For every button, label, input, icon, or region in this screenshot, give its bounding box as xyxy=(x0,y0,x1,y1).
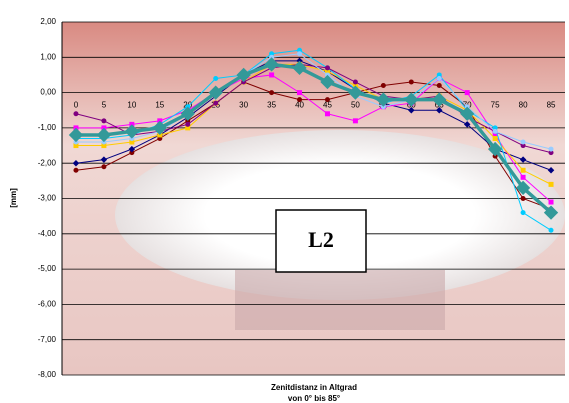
y-tick-label: -4,00 xyxy=(38,229,57,238)
x-tick-label: 50 xyxy=(351,101,360,110)
x-tick-label: 80 xyxy=(519,101,528,110)
data-point xyxy=(465,90,470,95)
data-point xyxy=(297,90,302,95)
data-point xyxy=(549,147,554,152)
data-point xyxy=(213,76,218,81)
data-point xyxy=(549,228,554,233)
data-point xyxy=(73,168,78,173)
x-tick-label: 15 xyxy=(155,101,164,110)
data-point xyxy=(73,111,78,116)
data-point xyxy=(521,168,526,173)
data-point xyxy=(521,210,526,215)
y-tick-label: -6,00 xyxy=(38,300,57,309)
data-point xyxy=(297,51,302,56)
data-point xyxy=(353,80,358,85)
annotation: L2 xyxy=(308,227,334,252)
y-tick-label: -5,00 xyxy=(38,264,57,273)
data-point xyxy=(325,97,330,102)
data-point xyxy=(549,200,554,205)
data-point xyxy=(101,118,106,123)
data-point xyxy=(269,72,274,77)
y-tick-label: -2,00 xyxy=(38,158,57,167)
x-tick-label: 5 xyxy=(102,101,107,110)
data-point xyxy=(353,118,358,123)
background-shadow xyxy=(235,270,445,330)
data-point xyxy=(297,97,302,102)
data-point xyxy=(549,182,554,187)
x-tick-label: 10 xyxy=(127,101,136,110)
y-axis-label: [mm] xyxy=(9,188,18,208)
data-point xyxy=(521,140,526,145)
x-tick-label: 75 xyxy=(491,101,500,110)
data-point xyxy=(521,196,526,201)
y-tick-label: -3,00 xyxy=(38,194,57,203)
x-axis-label: von 0° bis 85° xyxy=(288,394,340,403)
chart: 2,00 1,00 0,00 -1,00 -2,00 -3,00 -4,00 -5,00 -6,… xyxy=(0,0,569,403)
data-point xyxy=(409,80,414,85)
data-point xyxy=(493,136,498,141)
data-point xyxy=(185,122,190,127)
data-point xyxy=(521,175,526,180)
data-point xyxy=(213,101,218,106)
y-tick-label: -1,00 xyxy=(38,123,57,132)
data-point xyxy=(325,65,330,70)
x-tick-label: 35 xyxy=(267,101,276,110)
data-point xyxy=(437,76,442,81)
data-point xyxy=(101,164,106,169)
data-point xyxy=(325,111,330,116)
x-tick-label: 0 xyxy=(74,101,79,110)
x-axis-label: Zenitdistanz in Altgrad xyxy=(271,383,357,392)
y-tick-label: -7,00 xyxy=(38,335,57,344)
y-tick-label: 1,00 xyxy=(40,52,56,61)
y-tick-label: -8,00 xyxy=(38,370,57,379)
x-tick-label: 30 xyxy=(239,101,248,110)
data-point xyxy=(493,129,498,134)
data-point xyxy=(437,83,442,88)
data-point xyxy=(381,83,386,88)
y-tick-label: 2,00 xyxy=(40,17,56,26)
data-point xyxy=(269,90,274,95)
y-tick-label: 0,00 xyxy=(40,88,56,97)
x-tick-label: 85 xyxy=(547,101,556,110)
